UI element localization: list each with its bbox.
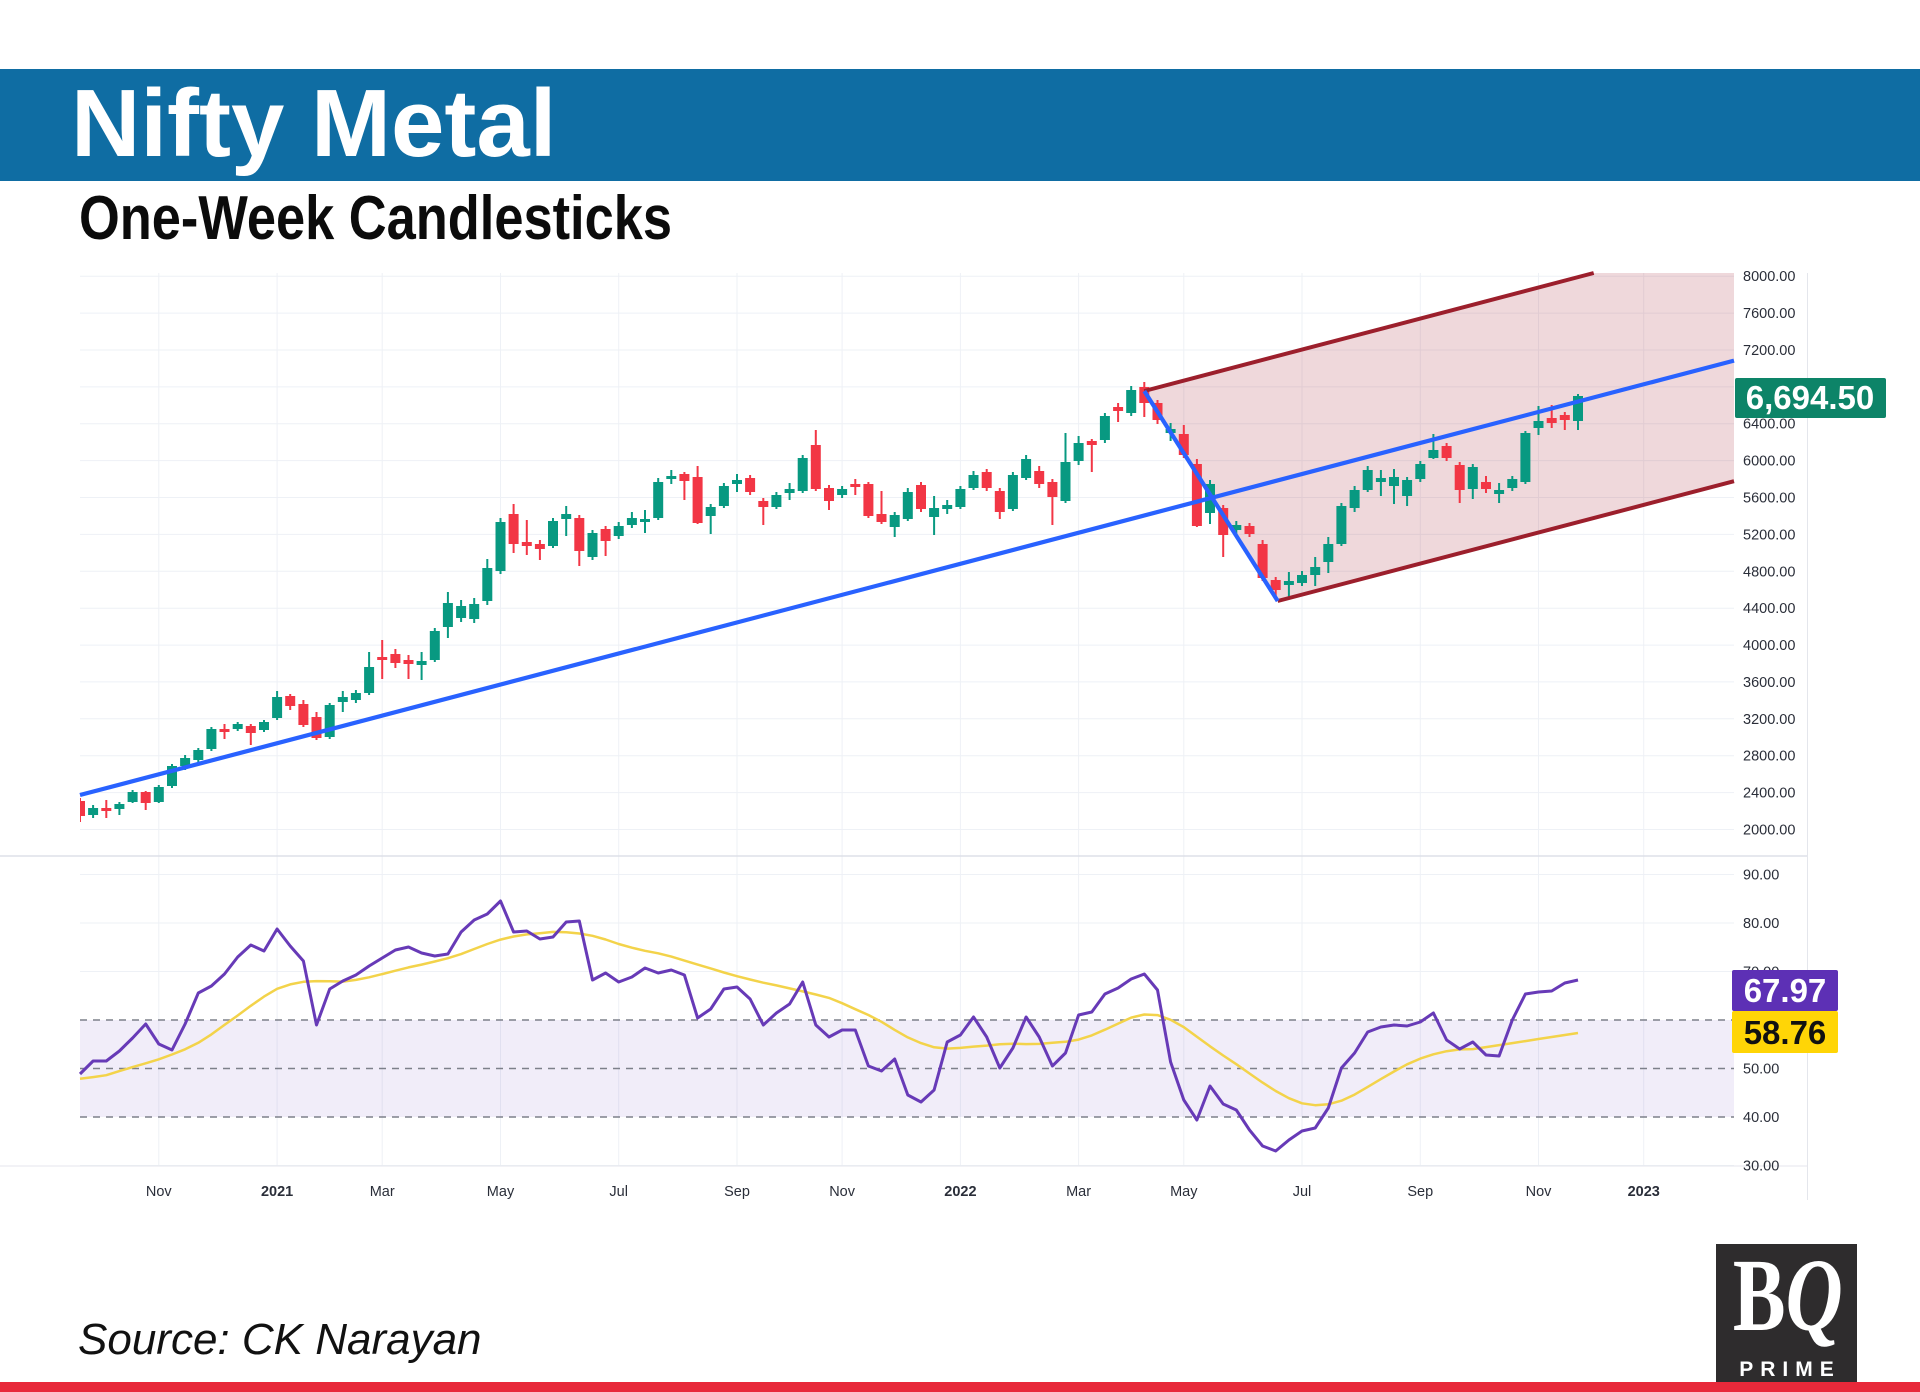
svg-text:6400.00: 6400.00 <box>1743 417 1795 433</box>
svg-text:Nov: Nov <box>1526 1184 1553 1200</box>
svg-text:5600.00: 5600.00 <box>1743 491 1795 507</box>
svg-text:Jul: Jul <box>1293 1184 1312 1200</box>
svg-text:2400.00: 2400.00 <box>1743 786 1795 802</box>
svg-text:2800.00: 2800.00 <box>1743 749 1795 765</box>
svg-text:80.00: 80.00 <box>1743 916 1779 932</box>
svg-text:4800.00: 4800.00 <box>1743 564 1795 580</box>
svg-text:6000.00: 6000.00 <box>1743 454 1795 470</box>
svg-text:7200.00: 7200.00 <box>1743 343 1795 359</box>
svg-text:8000.00: 8000.00 <box>1743 269 1795 285</box>
svg-text:4000.00: 4000.00 <box>1743 638 1795 654</box>
svg-text:Mar: Mar <box>1066 1184 1091 1200</box>
svg-text:7600.00: 7600.00 <box>1743 306 1795 322</box>
svg-text:50.00: 50.00 <box>1743 1062 1779 1078</box>
svg-text:May: May <box>487 1184 515 1200</box>
svg-text:Sep: Sep <box>1407 1184 1433 1200</box>
svg-text:Mar: Mar <box>370 1184 395 1200</box>
svg-text:Nov: Nov <box>146 1184 173 1200</box>
svg-text:67.97: 67.97 <box>1744 972 1827 1009</box>
svg-text:3200.00: 3200.00 <box>1743 712 1795 728</box>
svg-text:5200.00: 5200.00 <box>1743 527 1795 543</box>
svg-text:Nov: Nov <box>829 1184 856 1200</box>
svg-text:58.76: 58.76 <box>1744 1014 1827 1051</box>
svg-text:2021: 2021 <box>261 1184 293 1200</box>
svg-text:2000.00: 2000.00 <box>1743 823 1795 839</box>
svg-text:Jul: Jul <box>609 1184 628 1200</box>
svg-text:4400.00: 4400.00 <box>1743 601 1795 617</box>
svg-text:40.00: 40.00 <box>1743 1110 1779 1126</box>
svg-text:3600.00: 3600.00 <box>1743 675 1795 691</box>
svg-text:30.00: 30.00 <box>1743 1159 1779 1175</box>
svg-text:90.00: 90.00 <box>1743 868 1779 884</box>
svg-text:Sep: Sep <box>724 1184 750 1200</box>
svg-text:May: May <box>1170 1184 1198 1200</box>
svg-text:2022: 2022 <box>944 1184 976 1200</box>
svg-text:6,694.50: 6,694.50 <box>1746 379 1874 416</box>
svg-text:2023: 2023 <box>1628 1184 1660 1200</box>
